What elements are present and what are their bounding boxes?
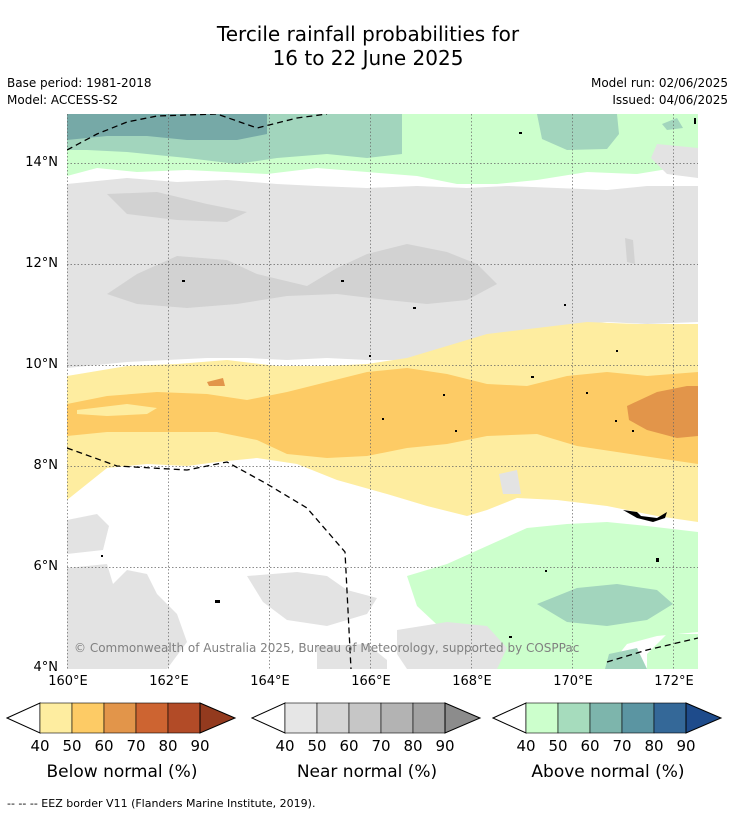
near-normal-patch-w1 [67,514,109,554]
cb3-label-50: 50 [548,737,568,755]
cb3-label-80: 80 [644,737,664,755]
cb1-label-50: 50 [62,737,82,755]
cb1-title: Below normal (%) [46,762,198,782]
cb1-label-40: 40 [30,737,50,755]
colorbar-above-normal [492,702,723,734]
near-normal-band-50 [107,244,497,308]
cb2-label-60: 60 [339,737,359,755]
chart-title-line1: Tercile rainfall probabilities for [216,22,520,46]
gridlines [67,114,698,669]
cb1-label-70: 70 [126,737,146,755]
cb3-label-60: 60 [580,737,600,755]
near-normal-patch-e2 [651,144,698,178]
near-normal-patch-w2 [67,564,187,669]
cb1-label-80: 80 [158,737,178,755]
colorbar-near-normal [251,702,482,734]
lat-label-4n: 4°N [33,660,59,675]
near-normal-band-50b [107,192,247,222]
below-normal-band-40-inner [77,404,157,416]
cb2-title: Near normal (%) [296,762,438,782]
lon-label-164e: 164°E [250,674,290,689]
above-normal-band-north-60b [662,118,683,130]
eez-footnote: -- -- -- EEZ border V11 (Flanders Marine… [7,797,316,810]
lon-label-168e: 168°E [452,674,492,689]
lat-label-8n: 8°N [33,458,59,473]
lat-label-12n: 12°N [25,256,58,271]
above-normal-band-south-40b [647,634,698,669]
issued-date: Issued: 04/06/2025 [612,93,728,107]
lat-label-6n: 6°N [33,559,59,574]
colorbar-below-normal [6,702,237,734]
near-normal-band-50c [625,238,635,264]
below-normal-band-60 [627,386,698,438]
lon-label-166e: 166°E [351,674,391,689]
above-normal-band-north-60 [67,114,267,140]
lon-label-160e: 160°E [48,674,88,689]
above-normal-band-north-50b [537,114,619,150]
cb2-label-70: 70 [371,737,391,755]
near-normal-patch-c3 [317,644,387,669]
cb1-label-60: 60 [94,737,114,755]
lon-label-170e: 170°E [553,674,593,689]
cb3-title: Above normal (%) [531,762,685,782]
model-run: Model run: 02/06/2025 [590,76,728,90]
below-normal-band-50 [67,368,698,464]
near-normal-patch-c1 [247,572,377,626]
cb2-label-90: 90 [435,737,455,755]
cb2-label-40: 40 [275,737,295,755]
rainfall-probability-map [67,114,698,669]
cb3-label-40: 40 [516,737,536,755]
cb2-label-50: 50 [307,737,327,755]
base-period: Base period: 1981-2018 [7,76,152,90]
chart-title-line2: 16 to 22 June 2025 [272,46,464,70]
cb1-label-90: 90 [190,737,210,755]
islands [101,118,696,638]
above-normal-band-south-50 [537,584,673,626]
cb3-label-90: 90 [676,737,696,755]
near-normal-patch-e1 [499,470,521,494]
lat-label-10n: 10°N [25,357,58,372]
copyright-notice: © Commonwealth of Australia 2025, Bureau… [74,641,580,655]
near-normal-patch-c2 [397,622,507,669]
lon-label-162e: 162°E [149,674,189,689]
eez-borders [67,114,698,669]
lat-label-14n: 14°N [25,155,58,170]
below-normal-band-60b [207,378,225,386]
cb2-label-80: 80 [403,737,423,755]
lon-label-172e: 172°E [654,674,694,689]
model-name: Model: ACCESS-S2 [7,93,119,107]
cb3-label-70: 70 [612,737,632,755]
